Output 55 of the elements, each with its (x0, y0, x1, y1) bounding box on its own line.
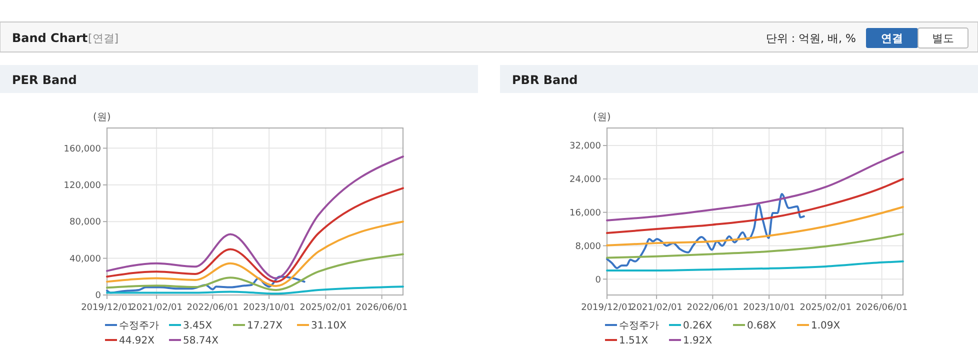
y-axis-title: (원) (593, 112, 611, 123)
legend-label: 44.92X (119, 336, 155, 346)
legend-label: 0.26X (683, 320, 712, 332)
x-tick-label: 2025/02/01 (300, 303, 352, 313)
x-tick-label: 2021/02/01 (630, 303, 682, 313)
x-tick-label: 2019/12/01 (81, 303, 133, 313)
legend-label: 31.10X (311, 320, 347, 332)
y-tick-label: 40,000 (70, 254, 102, 264)
y-tick-label: 16,000 (570, 208, 602, 218)
line-series (606, 150, 904, 222)
line-series (106, 276, 306, 294)
legend-label: 수정주가 (119, 320, 159, 332)
y-tick-label: 24,000 (570, 175, 602, 186)
x-tick-label: 2025/02/01 (800, 303, 852, 313)
y-axis-title: (원) (93, 112, 111, 123)
y-tick-label: 8,000 (575, 242, 602, 252)
y-tick-label: 80,000 (70, 218, 102, 228)
chart-title: PER Band (12, 73, 77, 87)
y-tick-label: 160,000 (64, 144, 102, 154)
text: 단위 : 억원, 배, % (766, 32, 856, 45)
x-tick-label: 2021/02/01 (130, 303, 182, 313)
y-tick-label: 120,000 (64, 181, 102, 192)
x-tick-label: 2026/06/01 (356, 303, 408, 313)
line-series (606, 192, 805, 270)
line-series (606, 206, 904, 246)
line-series (606, 233, 904, 259)
legend-label: 1.92X (683, 336, 712, 346)
line-series (106, 156, 404, 280)
text: Band Chart (12, 31, 88, 45)
y-tick-label: 0 (95, 291, 102, 302)
legend-label: 0.68X (747, 320, 776, 332)
line-series (106, 253, 404, 291)
chart-title: PBR Band (512, 73, 578, 87)
x-tick-label: 2023/10/01 (243, 303, 295, 313)
legend-label: 58.74X (183, 336, 219, 346)
y-tick-label: 32,000 (570, 142, 602, 152)
line-series (106, 286, 404, 295)
line-series (606, 260, 904, 272)
legend-label: 17.27X (247, 320, 283, 332)
legend-label: 수정주가 (619, 320, 659, 332)
text: [연결] (88, 32, 119, 45)
x-tick-label: 2022/06/01 (686, 303, 739, 313)
x-tick-label: 2026/06/01 (856, 303, 908, 313)
line-series (106, 220, 404, 288)
y-tick-label: 0 (595, 275, 602, 286)
legend-label: 1.51X (619, 336, 648, 346)
x-tick-label: 2023/10/01 (743, 303, 795, 313)
text: 연결 (881, 32, 903, 45)
line-series (106, 187, 404, 283)
legend-label: 3.45X (183, 320, 212, 332)
legend-label: 1.09X (811, 320, 840, 332)
line-series (606, 178, 904, 234)
x-tick-label: 2022/06/01 (186, 303, 239, 313)
text: 별도 (932, 32, 954, 45)
x-tick-label: 2019/12/01 (581, 303, 633, 313)
